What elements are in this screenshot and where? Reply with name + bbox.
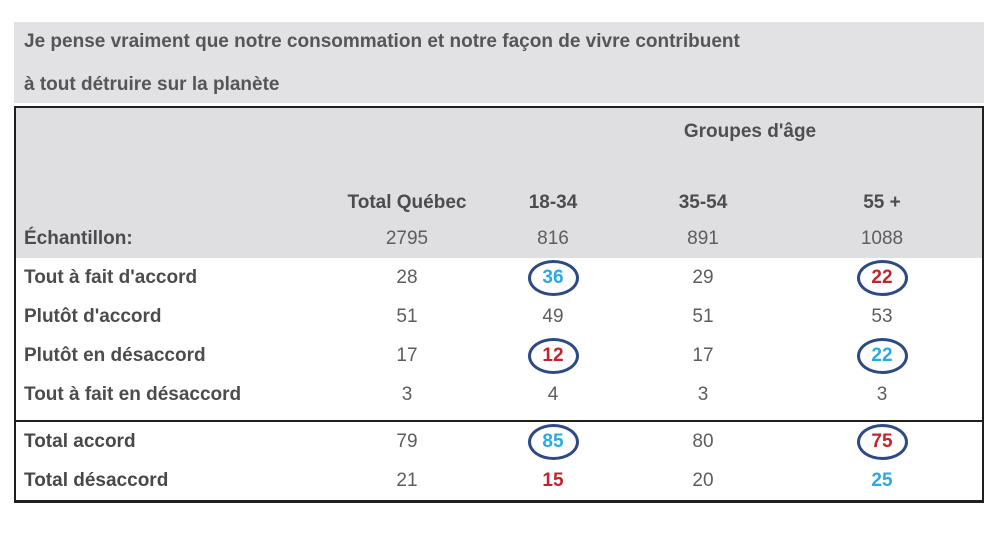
value-cell: 80: [692, 430, 714, 452]
value-cell: 816: [537, 227, 569, 249]
table-row: Plutôt d'accord 51 49 51 53: [16, 297, 982, 336]
highlighted-value: 36: [542, 266, 564, 288]
highlighted-value: 12: [542, 344, 564, 366]
table-row: Plutôt en désaccord 17 12 17 22: [16, 336, 982, 375]
question-title: Je pense vraiment que notre consommation…: [14, 22, 984, 103]
highlighted-value: 22: [871, 266, 893, 288]
value-cell: 51: [396, 305, 418, 327]
value-cell-highlighted: 36: [500, 259, 606, 296]
highlighted-value: 22: [871, 344, 893, 366]
value-cell: 29: [692, 266, 714, 288]
value-cell: 3: [876, 383, 888, 405]
value-cell: 2795: [385, 227, 429, 249]
value-cell: 1088: [860, 227, 904, 249]
table-row: Tout à fait d'accord 28 36 29 22: [16, 258, 982, 297]
row-label: Tout à fait d'accord: [24, 266, 198, 288]
value-cell-highlighted: 85: [500, 423, 606, 460]
value-cell: 4: [547, 383, 559, 405]
table-row-total: Total désaccord 21 15 20 25: [16, 461, 982, 500]
highlight-circle: 36: [527, 259, 579, 296]
value-cell: 49: [542, 305, 564, 327]
highlight-circle: 22: [856, 259, 908, 296]
column-header-18-34: 18-34: [528, 191, 578, 213]
value-cell: 53: [871, 305, 893, 327]
value-cell: 17: [692, 344, 714, 366]
question-title-line1: Je pense vraiment que notre consommation…: [24, 31, 740, 52]
results-table: Groupes d'âge Total Québec 18-34 35-54 5…: [14, 106, 984, 503]
highlighted-value: 85: [542, 430, 564, 452]
value-cell: 3: [401, 383, 413, 405]
table-row-total: Total accord 79 85 80 75: [16, 422, 982, 461]
highlight-circle: 12: [527, 337, 579, 374]
value-cell-highlighted: 75: [800, 423, 964, 460]
highlight-circle: 85: [527, 423, 579, 460]
row-label: Tout à fait en désaccord: [24, 383, 242, 405]
totals-separator-line: [16, 420, 982, 422]
row-label: Plutôt d'accord: [24, 305, 162, 327]
value-cell-highlighted: 22: [800, 337, 964, 374]
value-cell-highlighted: 22: [800, 259, 964, 296]
column-header-35-54: 35-54: [678, 191, 728, 213]
value-cell-red: 15: [542, 469, 564, 491]
row-label: Total désaccord: [24, 469, 169, 491]
highlight-circle: 75: [856, 423, 908, 460]
table-header-band: Groupes d'âge Total Québec 18-34 35-54 5…: [16, 108, 982, 258]
value-cell: 3: [697, 383, 709, 405]
value-cell: 51: [692, 305, 714, 327]
highlighted-value: 75: [871, 430, 893, 452]
value-cell: 20: [692, 469, 714, 491]
column-header-55plus: 55 +: [863, 191, 901, 213]
column-header-total-quebec: Total Québec: [347, 191, 467, 213]
value-cell: 28: [396, 266, 418, 288]
highlight-circle: 22: [856, 337, 908, 374]
value-cell-blue: 25: [871, 469, 893, 491]
table-body: Tout à fait d'accord 28 36 29 22 Plutôt …: [16, 258, 982, 414]
table-totals: Total accord 79 85 80 75 Total désaccord…: [16, 422, 982, 500]
value-cell: 21: [396, 469, 418, 491]
question-title-line2: à tout détruire sur la planète: [24, 74, 280, 95]
value-cell-highlighted: 12: [500, 337, 606, 374]
row-label: Plutôt en désaccord: [24, 344, 206, 366]
row-label: Total accord: [24, 430, 136, 452]
value-cell: 17: [396, 344, 418, 366]
row-label: Échantillon:: [24, 227, 133, 249]
sample-size-row: Échantillon: 2795 816 891 1088: [16, 219, 982, 258]
column-header-row: Total Québec 18-34 35-54 55 +: [16, 183, 982, 222]
table-row: Tout à fait en désaccord 3 4 3 3: [16, 375, 982, 414]
value-cell: 79: [396, 430, 418, 452]
age-groups-header: Groupes d'âge: [683, 121, 817, 142]
value-cell: 891: [687, 227, 719, 249]
